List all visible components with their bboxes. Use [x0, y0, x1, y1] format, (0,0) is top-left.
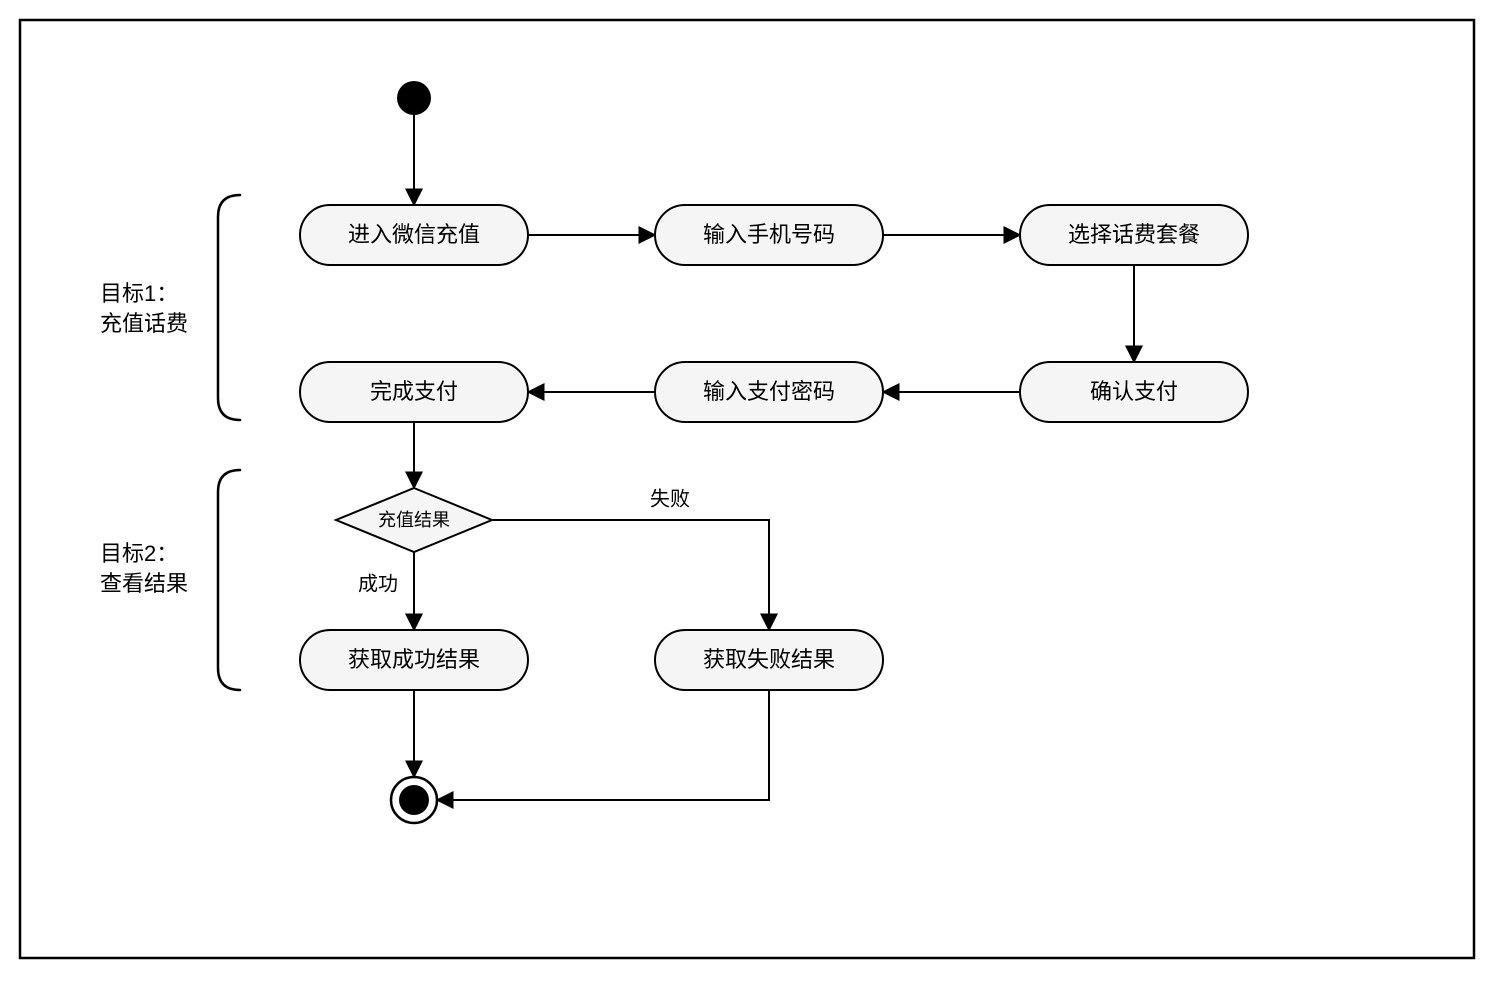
decision-label-d1: 充值结果 — [378, 510, 450, 530]
edge-label-e7: 成功 — [358, 572, 398, 595]
group-title-g2-line1: 查看结果 — [100, 571, 188, 596]
group-brace-g2 — [218, 470, 240, 690]
end-node-inner — [399, 785, 429, 815]
group-brace-g1 — [218, 195, 240, 420]
edge-label-e8: 失败 — [650, 487, 690, 510]
edge-e10 — [437, 690, 769, 800]
group-title-g2-line0: 目标2： — [100, 541, 178, 566]
edge-e8 — [492, 520, 769, 630]
node-label-n2: 输入手机号码 — [703, 222, 835, 247]
group-title-g1-line1: 充值话费 — [100, 311, 188, 336]
node-label-n4: 确认支付 — [1090, 379, 1178, 404]
group-title-g1-line0: 目标1： — [100, 281, 178, 306]
start-node — [397, 81, 431, 115]
flowchart-canvas: 成功 失败 进入微信充值 输入手机号码 选择话费套餐确认支付 输入支付密码 完成支付获取成功… — [0, 0, 1494, 994]
node-label-n7: 获取成功结果 — [348, 647, 480, 672]
node-label-n8: 获取失败结果 — [703, 647, 835, 672]
diagram-frame — [20, 20, 1474, 958]
node-label-n1: 进入微信充值 — [348, 222, 480, 247]
node-label-n5: 输入支付密码 — [703, 379, 835, 404]
node-label-n3: 选择话费套餐 — [1068, 222, 1200, 247]
node-label-n6: 完成支付 — [370, 379, 458, 404]
